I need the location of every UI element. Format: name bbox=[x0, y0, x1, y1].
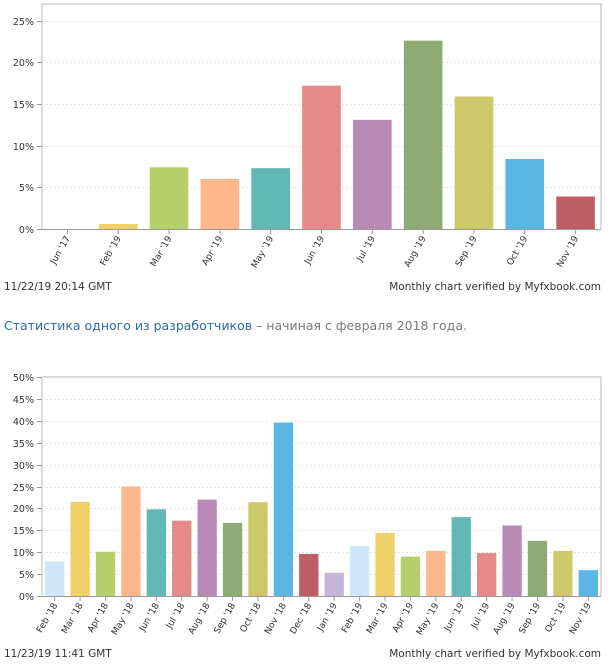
chart-2-xtick-label: Jul '19 bbox=[469, 601, 492, 631]
chart-2-ytick-label: 30% bbox=[13, 461, 34, 472]
chart-2-xtick-label: Oct '19 bbox=[544, 601, 569, 634]
chart-2-xtick-label: Feb '18 bbox=[35, 601, 60, 635]
chart-1-xtick-label: Oct '19 bbox=[506, 234, 531, 267]
chart-1-xtick-label: Jun '19 bbox=[303, 234, 328, 267]
chart-1-bar bbox=[251, 168, 290, 229]
chart-2-bar bbox=[45, 561, 65, 596]
chart-2-bar bbox=[299, 553, 319, 596]
chart-2-xtick-label: Jan '19 bbox=[315, 601, 340, 634]
caption-period-text: – начиная с февраля 2018 года. bbox=[252, 318, 467, 333]
chart-1-bar bbox=[403, 40, 443, 229]
chart-bottom-verified-note: Monthly chart verified by Myfxbook.com bbox=[389, 648, 601, 660]
chart-2-frame bbox=[41, 376, 602, 596]
chart-2-bar bbox=[146, 509, 166, 596]
chart-2-bar bbox=[197, 499, 217, 596]
chart-2-bar bbox=[222, 522, 243, 596]
chart-2-xtick-label: May '19 bbox=[415, 601, 441, 637]
chart-1-xtick-label: May '19 bbox=[250, 234, 276, 270]
chart-2-ytick-label: 0% bbox=[19, 592, 34, 603]
chart-2-bar bbox=[273, 422, 294, 596]
chart-2-bar bbox=[578, 570, 598, 596]
chart-1-bar bbox=[556, 196, 595, 229]
chart-2-ytick-label: 20% bbox=[13, 504, 34, 515]
chart-2-xtick-label: Sep '18 bbox=[213, 601, 239, 635]
chart-2-bar bbox=[477, 553, 497, 596]
chart-1-bar bbox=[149, 167, 189, 229]
chart-2-bar bbox=[451, 517, 471, 596]
chart-2-bar bbox=[324, 572, 344, 596]
chart-2-bar bbox=[70, 501, 90, 596]
chart-2-xtick-label: Jun '18 bbox=[137, 601, 162, 634]
chart-1-bar bbox=[98, 224, 138, 229]
chart-2-xtick-label: Aug '18 bbox=[187, 601, 213, 636]
chart-2-xtick-label: Dec '18 bbox=[289, 601, 315, 636]
chart-2-xtick-label: Apr '19 bbox=[391, 601, 416, 634]
chart-2-xtick-label: Sep '19 bbox=[518, 601, 544, 635]
chart-2-bar bbox=[400, 556, 421, 596]
chart-2-ytick-label: 50% bbox=[13, 373, 34, 384]
chart-1-bar bbox=[353, 119, 392, 229]
chart-2-bar bbox=[553, 550, 573, 596]
caption-developer-link[interactable]: Статистика одного из разработчиков bbox=[4, 318, 253, 333]
chart-2-xtick-label: Nov '18 bbox=[263, 601, 289, 636]
chart-bottom: 0%5%10%15%20%25%30%35%40%45%50%Feb '18 Ma… bbox=[13, 373, 602, 637]
chart-2-ytick-label: 45% bbox=[13, 395, 34, 406]
chart-2-xtick-label: Jun '19 bbox=[442, 601, 467, 634]
chart-2-xtick-label: Feb '19 bbox=[340, 601, 365, 635]
chart-1-ytick-label: 20% bbox=[13, 58, 34, 69]
chart-1-ytick-label: 25% bbox=[13, 17, 34, 28]
chart-1-bar bbox=[454, 96, 494, 229]
chart-2-ytick-label: 40% bbox=[13, 417, 34, 428]
chart-1-xtick-label: Jun '17 bbox=[48, 235, 73, 268]
chart-1-ytick-label: 10% bbox=[13, 142, 34, 153]
chart-2-xtick-label: Apr '18 bbox=[86, 601, 111, 634]
chart-2-xtick-label: Nov '19 bbox=[568, 601, 594, 636]
chart-1-xtick-label: Aug '19 bbox=[403, 234, 429, 269]
chart-top-verified-note: Monthly chart verified by Myfxbook.com bbox=[389, 281, 601, 293]
caption: Статистика одного из разработчиков – нач… bbox=[4, 318, 467, 333]
chart-2-bar bbox=[121, 486, 141, 596]
chart-2-xtick-label: Jul '18 bbox=[164, 601, 187, 631]
chart-2-xtick-label: Mar '18 bbox=[60, 601, 86, 635]
chart-1-xtick-label: Feb '19 bbox=[99, 234, 124, 268]
chart-top: 0% 5% 10% 15% 20% 25% Jun '17 Feb '19 Mar '19 Apr… bbox=[13, 3, 602, 270]
chart-1-bar bbox=[505, 159, 545, 229]
chart-1-xtick-label: Nov '19 bbox=[555, 234, 581, 269]
chart-1-xtick-label: Mar '19 bbox=[149, 234, 175, 268]
chart-1-frame bbox=[41, 3, 602, 229]
chart-bottom-timestamp: 11/23/19 11:41 GMT bbox=[4, 648, 112, 660]
chart-1-xtick-label: Sep '19 bbox=[454, 234, 480, 268]
chart-2-ytick-label: 35% bbox=[13, 439, 34, 450]
chart-2-bar bbox=[172, 520, 192, 596]
chart-2-bar bbox=[527, 540, 548, 596]
chart-1-ytick-label: 15% bbox=[13, 100, 34, 111]
chart-2-bar bbox=[426, 550, 446, 596]
chart-2-xtick-label: Mar '19 bbox=[365, 601, 391, 635]
chart-2-xtick-label: Oct '18 bbox=[239, 601, 264, 634]
chart-1-bar bbox=[200, 179, 240, 229]
chart-2-bar bbox=[375, 532, 395, 596]
chart-1-ytick-label: 0% bbox=[19, 225, 34, 236]
chart-2-ytick-label: 10% bbox=[13, 548, 34, 559]
chart-2-xtick-label: May '18 bbox=[110, 601, 136, 637]
chart-2-ytick-label: 5% bbox=[19, 570, 34, 581]
chart-2-ytick-label: 25% bbox=[13, 483, 34, 494]
chart-top-timestamp: 11/22/19 20:14 GMT bbox=[4, 281, 112, 293]
chart-1-ytick-label: 5% bbox=[19, 183, 34, 194]
chart-2-bar bbox=[502, 525, 522, 596]
chart-2-bar bbox=[349, 546, 370, 596]
chart-1-xtick-label: Jul '19 bbox=[355, 234, 378, 264]
chart-2-bar bbox=[248, 502, 268, 596]
chart-2-xtick-label: Aug '19 bbox=[492, 601, 518, 636]
chart-2-ytick-label: 15% bbox=[13, 526, 34, 537]
chart-1-bar bbox=[302, 85, 341, 230]
chart-1-xtick-label: Apr '19 bbox=[201, 234, 226, 267]
chart-2-bar bbox=[95, 551, 116, 596]
